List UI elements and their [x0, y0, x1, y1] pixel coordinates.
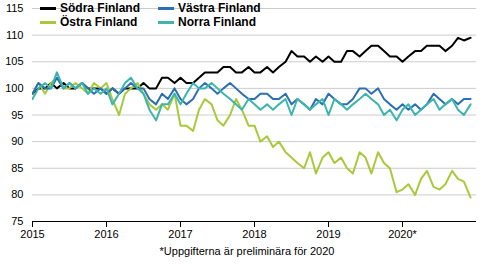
svg-text:2015: 2015 — [20, 228, 44, 240]
svg-text:2020*: 2020* — [388, 228, 417, 240]
svg-text:2019: 2019 — [316, 228, 340, 240]
html-text:*Uppgifterna är preliminära fö: *Uppgifterna är preliminära för 2020 — [159, 245, 335, 257]
svg-text:2018: 2018 — [242, 228, 266, 240]
svg-text:90: 90 — [11, 135, 23, 147]
svg-text:105: 105 — [5, 55, 23, 67]
html-text:Västra Finland: Västra Finland — [178, 1, 261, 15]
svg-text:100: 100 — [5, 82, 23, 94]
html-text:Södra Finland: Södra Finland — [60, 1, 140, 15]
svg-text:115: 115 — [6, 2, 24, 14]
svg-text:75: 75 — [11, 215, 23, 227]
svg-text:2017: 2017 — [168, 228, 192, 240]
svg-text:95: 95 — [11, 109, 23, 121]
svg-text:110: 110 — [6, 29, 24, 41]
svg-text:85: 85 — [11, 162, 23, 174]
svg-text:80: 80 — [11, 188, 23, 200]
html-text:Norra Finland: Norra Finland — [178, 15, 256, 29]
svg-text:2016: 2016 — [94, 228, 118, 240]
html-text:Östra Finland: Östra Finland — [60, 15, 138, 29]
